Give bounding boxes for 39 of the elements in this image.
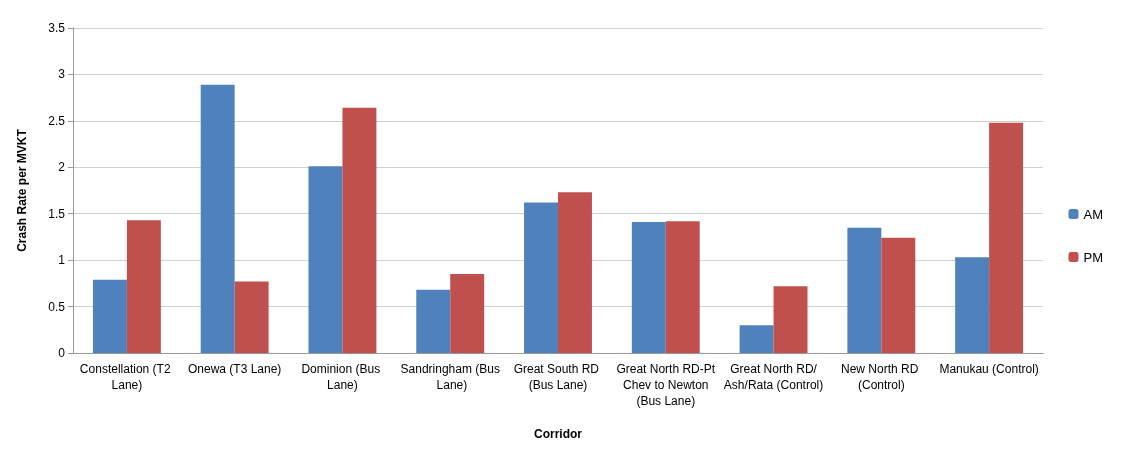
y-axis-title: Crash Rate per MVKT (15, 128, 29, 252)
bar (631, 222, 666, 353)
y-tick-label: 0 (58, 346, 66, 360)
bar (558, 192, 592, 353)
bar (200, 84, 235, 353)
bar (773, 286, 808, 353)
y-tick-label: 1.5 (48, 206, 66, 221)
x-axis-title: Corridor (534, 427, 583, 441)
x-tick-label: Constellation (T2 Lane) (79, 362, 174, 392)
bar (881, 237, 916, 353)
bar (955, 257, 990, 353)
bar (92, 279, 127, 353)
legend-label: PM (1083, 249, 1103, 265)
bar (234, 281, 269, 353)
x-tick-label: Great North RD/Ash/Rata (Control) (723, 362, 824, 392)
x-tick-label: Great North RD-Pt Chev to Newton (Bus Lane) (616, 362, 716, 408)
bar (126, 220, 161, 353)
y-tick-label: 3.5 (48, 21, 66, 35)
y-tick-label: 1 (58, 253, 66, 268)
x-tick-label: Sandringham (Bus Lane) (400, 362, 500, 392)
y-tick-label: 2 (58, 160, 66, 175)
bar (416, 289, 451, 353)
bar (847, 227, 882, 353)
legend-label: AM (1083, 206, 1103, 222)
bar (739, 325, 774, 353)
x-tick-label: Great South RD (Bus Lane) (513, 362, 603, 392)
bar (524, 202, 558, 353)
y-tick-label: 3 (58, 67, 66, 82)
bar (989, 122, 1024, 353)
y-tick-label: 2.5 (48, 113, 66, 128)
y-tick-label: 0.5 (48, 299, 66, 314)
bar (450, 274, 485, 353)
x-tick-label: New North RD (Control) (840, 362, 922, 392)
bar (308, 166, 343, 353)
x-tick-label: Onewa (T3 Lane) (187, 362, 282, 376)
x-tick-label: Manukau (Control) (939, 362, 1039, 376)
bar (665, 221, 700, 353)
bar (342, 107, 377, 353)
x-tick-label: Dominion (Bus Lane) (301, 362, 384, 392)
